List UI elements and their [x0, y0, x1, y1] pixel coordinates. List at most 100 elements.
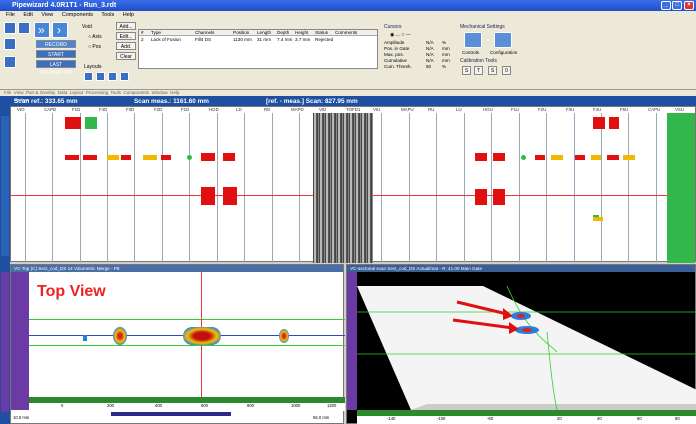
lane-label[interactable]: F4D [99, 107, 108, 112]
lane-label[interactable]: VSU [675, 107, 685, 112]
scroll-range-bar[interactable] [111, 412, 231, 416]
axis-radio[interactable]: ○ Axis [88, 34, 102, 40]
defect-mark[interactable] [521, 155, 526, 160]
clear-button[interactable]: Clear [116, 52, 136, 60]
defect-mark[interactable] [591, 155, 601, 160]
lane-label[interactable]: F1U [511, 107, 520, 112]
defect-mark[interactable] [593, 217, 603, 221]
indication-blob[interactable] [83, 335, 87, 341]
lane-label[interactable]: VID [319, 107, 327, 112]
lane-label[interactable]: HOD [209, 107, 219, 112]
defect-mark[interactable] [187, 155, 192, 160]
tab-layout[interactable]: Layout [69, 90, 84, 95]
defect-mark[interactable] [223, 153, 235, 161]
lane-label[interactable]: F2U [538, 107, 547, 112]
lane-label[interactable]: RD [264, 107, 271, 112]
calib-tool-2-icon[interactable]: T [474, 66, 483, 75]
defect-mark[interactable] [83, 155, 97, 160]
open-file-icon[interactable] [18, 22, 30, 34]
record-button[interactable]: RECORD [36, 40, 76, 48]
top-view-panel[interactable]: VC-Top (C) Sect_cod_DS 14 Volumetric Mer… [10, 264, 345, 424]
last-calibration-button[interactable]: LAST CALIBRATION [36, 60, 76, 76]
tab-components[interactable]: Components [123, 90, 150, 95]
cell-channels[interactable]: Fill4 DS [195, 37, 212, 42]
lane-label[interactable]: F1D [181, 107, 190, 112]
lane-label[interactable]: LD [236, 107, 242, 112]
pos-radio[interactable]: ○ Pos [88, 44, 102, 50]
layout-2-icon[interactable] [96, 72, 105, 81]
defect-mark[interactable] [65, 155, 79, 160]
lane-label[interactable]: F3D [126, 107, 135, 112]
add-info-button[interactable]: Add. Info... [116, 42, 136, 58]
scan-icon[interactable] [4, 56, 16, 68]
new-file-icon[interactable] [4, 22, 16, 34]
cell-type[interactable]: Lack of Fusion [151, 37, 181, 42]
defect-mark[interactable] [65, 117, 81, 129]
tab-view[interactable]: View [13, 90, 24, 95]
edit-button[interactable]: Edit... [116, 32, 136, 40]
defect-mark[interactable] [475, 189, 487, 205]
next-icon[interactable]: › [52, 22, 68, 38]
forward-icon[interactable]: » [34, 22, 50, 38]
tab-part-overlay[interactable]: Part & Overlay [25, 90, 56, 95]
menu-components[interactable]: Components [61, 12, 93, 18]
defect-mark[interactable] [623, 155, 635, 160]
defect-mark[interactable] [143, 155, 157, 160]
cell-num[interactable]: 2 [141, 37, 144, 42]
tab-data[interactable]: Data [57, 90, 68, 95]
lane-label[interactable]: F5U [620, 107, 629, 112]
lane-label[interactable]: F2D [154, 107, 163, 112]
menu-help[interactable]: Help [122, 12, 135, 18]
lane-label[interactable]: MAPD [291, 107, 304, 112]
defect-mark[interactable] [607, 155, 619, 160]
volumetric-3d-panel[interactable]: VC-sectorial scan Sect_cod_DS Actual/mat… [346, 264, 696, 424]
defect-mark[interactable] [609, 117, 619, 129]
lane-label[interactable]: CAPU [648, 107, 661, 112]
tab-window[interactable]: Window [151, 90, 168, 95]
cursor-mode-radio[interactable]: ◉ ... ○ --- [390, 32, 411, 38]
defect-mark[interactable] [201, 153, 215, 161]
menu-file[interactable]: File [6, 12, 15, 18]
menu-edit[interactable]: Edit [23, 12, 33, 18]
calib-tool-1-icon[interactable]: S [462, 66, 471, 75]
defect-mark[interactable] [107, 155, 119, 160]
defect-mark[interactable] [85, 117, 97, 129]
cell-height[interactable]: 3.7 mm [295, 37, 311, 42]
cell-depth[interactable]: 7.4 mm [277, 37, 293, 42]
layout-4-icon[interactable] [120, 72, 129, 81]
lane-label[interactable]: TOFD1 [346, 107, 361, 112]
defect-mark[interactable] [593, 215, 599, 217]
lane-label[interactable]: MAPU [401, 107, 414, 112]
lane-label[interactable]: CAPD [44, 107, 57, 112]
tab-processing[interactable]: Processing [85, 90, 109, 95]
layout-1-icon[interactable] [84, 72, 93, 81]
cell-status[interactable]: Rejected [315, 37, 334, 42]
defect-mark[interactable] [161, 155, 171, 160]
defect-mark[interactable] [575, 155, 585, 160]
defect-mark[interactable] [593, 117, 605, 129]
calib-tool-4-icon[interactable]: 0 [502, 66, 511, 75]
indication-blob[interactable] [183, 327, 221, 345]
defect-mark[interactable] [493, 153, 505, 161]
defect-mark[interactable] [201, 187, 215, 205]
lane-label[interactable]: HOU [483, 107, 493, 112]
lane-label[interactable]: F4U [593, 107, 602, 112]
cell-position[interactable]: 1130 mm [233, 37, 252, 42]
indication-blob[interactable] [113, 327, 127, 345]
defect-mark[interactable] [121, 155, 131, 160]
tab-help[interactable]: Help [170, 90, 180, 95]
indication-blob[interactable] [279, 329, 289, 343]
defect-mark[interactable] [223, 187, 237, 205]
strip-chart-view[interactable]: VIO CAPD F1D F4D F3D F2D F1D HOD LD RD MAPD VID TOFD… [10, 106, 696, 263]
tab-file[interactable]: File [4, 90, 12, 95]
lane-label[interactable]: RU [428, 107, 435, 112]
add-button[interactable]: Add... [116, 22, 136, 30]
lane-label[interactable]: F3U [566, 107, 575, 112]
lane-label[interactable]: F1D [72, 107, 81, 112]
menu-view[interactable]: View [41, 12, 54, 18]
defect-mark[interactable] [535, 155, 545, 160]
layout-3-icon[interactable] [108, 72, 117, 81]
configuration-icon[interactable] [494, 32, 512, 48]
menu-tools[interactable]: Tools [101, 12, 115, 18]
grid-icon[interactable] [4, 38, 16, 50]
